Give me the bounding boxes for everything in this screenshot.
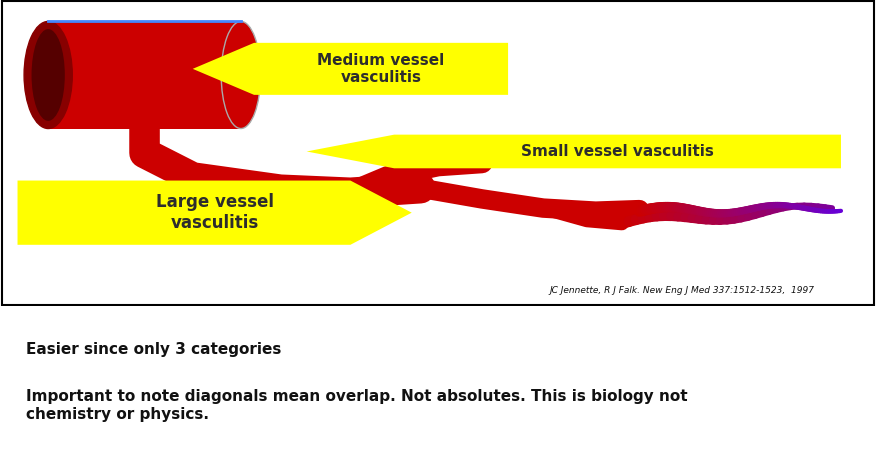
Polygon shape xyxy=(18,180,412,245)
Text: Medium vessel
vasculitis: Medium vessel vasculitis xyxy=(317,53,445,85)
FancyBboxPatch shape xyxy=(2,0,874,306)
FancyBboxPatch shape xyxy=(48,22,241,129)
Text: Easier since only 3 categories: Easier since only 3 categories xyxy=(26,342,282,357)
Text: JC Jennette, R J Falk. New Eng J Med 337:1512-1523,  1997: JC Jennette, R J Falk. New Eng J Med 337… xyxy=(549,286,815,295)
Ellipse shape xyxy=(25,22,72,129)
Ellipse shape xyxy=(221,22,261,129)
Text: Important to note diagonals mean overlap. Not absolutes. This is biology not
che: Important to note diagonals mean overlap… xyxy=(26,389,688,422)
Text: Large vessel
vasculitis: Large vessel vasculitis xyxy=(156,193,273,232)
Ellipse shape xyxy=(32,29,65,121)
Text: Small vessel vasculitis: Small vessel vasculitis xyxy=(521,144,714,159)
Polygon shape xyxy=(193,43,508,95)
Polygon shape xyxy=(307,135,841,168)
